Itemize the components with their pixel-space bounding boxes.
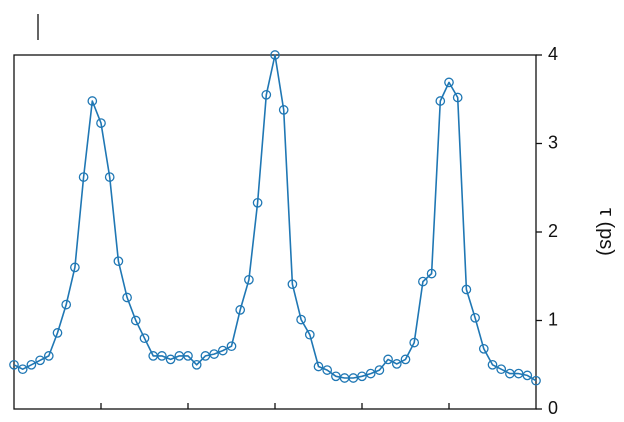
data-point-55 [487,359,498,370]
y-tick-label-1: 1 [548,309,558,329]
data-point-46 [409,337,420,348]
data-point-44 [391,359,402,369]
data-point-13 [122,292,132,303]
data-point-18 [165,354,176,365]
y-tick-label-4: 4 [548,44,558,64]
y-axis-label: τ (ps) [595,208,617,256]
data-point-43 [383,354,393,365]
data-point-20 [183,351,193,361]
data-point-24 [217,345,228,356]
data-point-0 [9,359,19,370]
data-point-23 [209,349,219,359]
data-point-31 [278,105,289,115]
data-point-30 [270,50,280,60]
y-axis-ticks: 0 1 2 3 4 [536,44,558,418]
data-point-9 [87,96,98,106]
y-tick-label-2: 2 [548,221,558,241]
data-point-52 [461,284,472,295]
data-point-41 [365,368,376,379]
data-point-42 [374,365,385,375]
data-point-40 [357,371,367,382]
data-point-12 [113,256,124,267]
data-point-2 [26,359,37,370]
data-point-50 [444,77,454,88]
data-point-27 [244,274,254,285]
data-point-29 [261,89,272,100]
data-point-7 [70,262,80,273]
data-point-48 [426,268,437,279]
x-axis-ticks [100,403,450,409]
data-point-15 [139,333,150,344]
data-point-49 [435,96,446,106]
data-point-1 [17,364,28,375]
data-point-17 [157,351,167,361]
data-point-53 [470,312,480,323]
data-point-8 [78,172,89,182]
data-point-60 [531,375,541,386]
data-point-6 [61,299,72,310]
y-tick-label-0: 0 [548,398,558,418]
data-point-10 [96,118,106,128]
data-point-4 [43,351,54,361]
data-point-21 [191,359,202,370]
data-point-33 [296,314,306,325]
data-point-5 [52,328,63,338]
data-point-11 [104,172,115,182]
data-point-36 [322,365,333,375]
data-point-14 [130,315,141,326]
data-point-34 [304,329,315,340]
data-point-3 [35,355,45,366]
data-point-35 [313,361,324,372]
data-point-54 [478,343,489,354]
data-point-25 [226,341,237,352]
series-layer [9,50,541,386]
data-point-26 [235,305,246,315]
y-tick-label-3: 3 [548,132,558,152]
data-point-45 [400,354,411,365]
data-point-56 [496,364,507,375]
data-point-47 [418,276,428,287]
data-point-59 [522,370,533,381]
series-line-0 [13,54,537,382]
data-point-51 [452,92,463,103]
data-point-32 [287,279,298,290]
data-point-28 [252,197,263,208]
